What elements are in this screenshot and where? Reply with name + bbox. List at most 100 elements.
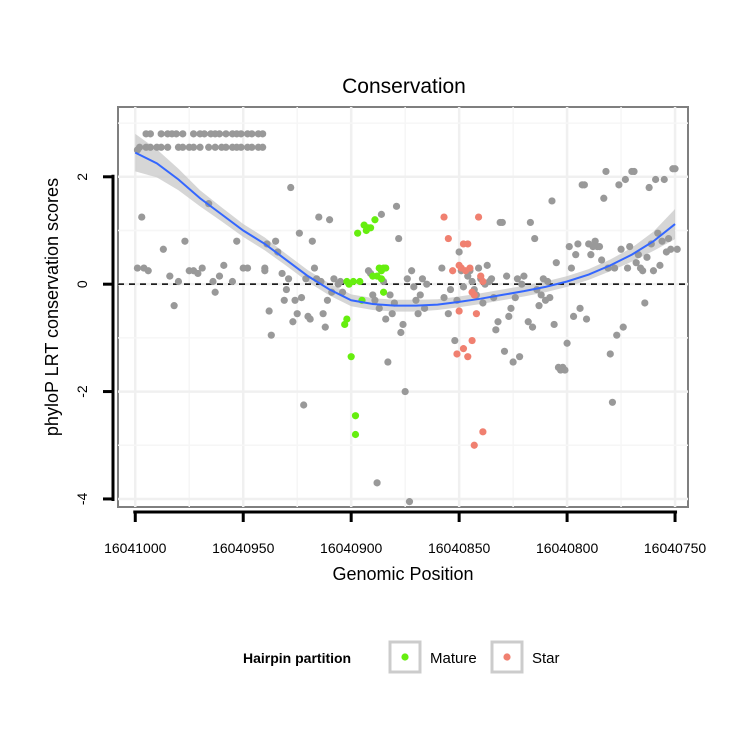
points-other [133,130,681,506]
data-point-other [267,331,275,339]
data-point-other [492,326,500,334]
data-point-other [552,259,560,267]
data-point-other [330,275,338,283]
data-point-other [643,253,651,261]
data-point-other [563,339,571,347]
data-point-other [144,267,152,275]
data-point-other [382,315,390,323]
data-point-other [310,264,319,272]
data-point-other [505,312,513,320]
data-point-other [639,267,647,275]
data-point-star [449,267,457,275]
data-point-mature [356,277,364,286]
data-point-other [438,264,446,272]
data-point-other [377,210,386,218]
data-point-other [164,143,172,151]
data-point-other [550,320,558,329]
data-point-other [440,294,448,302]
data-point-other [291,296,299,304]
data-point-other [598,256,606,264]
data-point-other [392,202,401,210]
data-point-other [641,299,649,307]
data-point-other [535,302,543,310]
data-point-other [189,143,198,151]
x-axis-label: Genomic Position [332,564,473,584]
data-point-other [293,310,301,318]
y-axis: -4 -2 0 2 [74,173,115,506]
data-point-other [602,167,610,176]
data-point-other [623,264,632,272]
data-point-other [403,275,411,283]
data-point-other [209,277,217,286]
data-point-other [321,323,329,331]
data-point-other [295,229,303,237]
loess-smooth-line [134,151,676,307]
data-point-other [297,294,306,302]
data-point-other [621,175,629,184]
data-point-star [440,213,448,221]
data-point-mature [382,264,390,272]
x-tick-label: 16040900 [320,540,383,556]
data-point-other [580,181,588,189]
y-tick-label: -4 [74,493,90,506]
data-point-other [416,291,424,299]
data-point-other [215,130,224,138]
data-point-mature [343,277,351,286]
data-point-other [582,315,591,323]
data-point-other [446,285,455,294]
data-point-other [451,336,459,345]
data-point-other [654,229,662,237]
data-point-other [667,245,675,253]
data-point-other [423,280,431,288]
data-point-star [444,234,452,243]
smooth-line-layer [134,151,676,307]
y-tick-label: 2 [74,173,90,181]
data-point-mature [377,275,386,283]
data-point-other [159,245,167,253]
data-point-other [509,358,517,366]
legend-key-star-box [490,640,524,674]
data-point-other [528,323,537,331]
data-point-other [397,328,405,337]
data-point-other [233,237,241,245]
y-axis-label: phyloP LRT conservation scores [42,178,62,436]
data-point-other [595,242,604,251]
data-point-other [248,130,256,138]
data-point-other [572,251,580,259]
data-point-other [222,143,230,151]
data-point-star [453,350,461,358]
data-point-other [243,264,252,272]
data-point-star [470,291,478,299]
data-point-other [412,296,420,304]
points-star [440,213,487,449]
data-point-other [610,264,619,272]
data-point-other [308,237,316,245]
data-point-other [615,181,623,189]
data-point-other [474,264,483,272]
data-point-other [386,291,394,299]
data-point-mature [347,353,355,361]
data-point-other [220,261,228,269]
data-point-other [272,237,280,245]
data-point-star [464,353,472,361]
data-point-other [671,165,679,173]
data-point-other [211,288,219,296]
data-point-other [284,275,293,283]
data-point-mature [367,224,375,232]
data-point-other [265,307,273,315]
data-point-other [503,272,511,280]
y-tick-label: 0 [74,280,90,288]
data-point-other [179,143,187,151]
data-point-other [515,353,524,361]
x-tick-label: 16040950 [212,540,275,556]
data-point-other [626,242,634,251]
data-point-mature [351,412,360,420]
data-point-other [287,183,295,192]
data-point-other [157,143,165,151]
data-point-star [459,345,468,353]
data-point-other [649,267,658,275]
data-point-other [507,304,515,312]
data-point-other [228,277,237,286]
data-point-other [133,264,142,272]
data-point-other [315,213,323,221]
